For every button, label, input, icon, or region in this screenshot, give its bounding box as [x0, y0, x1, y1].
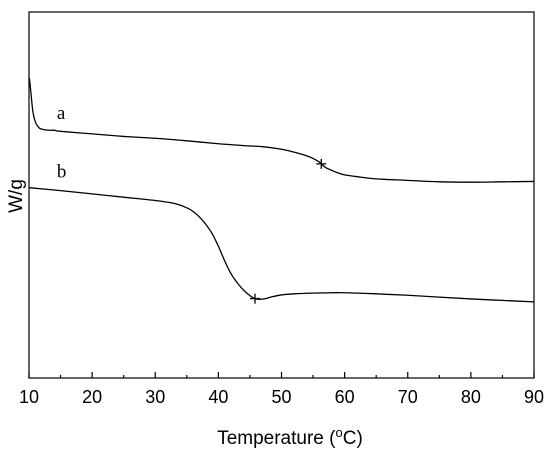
series-a-marker — [316, 158, 327, 169]
x-tick-label: 90 — [524, 387, 544, 407]
curves-layer — [28, 77, 535, 304]
x-tick-label: 80 — [461, 387, 481, 407]
series-b-label: b — [57, 161, 67, 182]
x-tick-label: 10 — [19, 387, 39, 407]
series-a-label: a — [57, 103, 66, 124]
x-axis-label-end: C) — [343, 428, 363, 449]
x-tick-label: 20 — [82, 387, 102, 407]
x-axis-label: Temperature (oC) — [217, 425, 363, 449]
x-tick-label: 70 — [398, 387, 418, 407]
curve-labels-layer: ab — [57, 103, 67, 182]
x-tick-label: 30 — [145, 387, 165, 407]
x-tick-label: 50 — [271, 387, 291, 407]
x-ticks-layer: 10 20 30 40 50 60 70 80 90 — [19, 372, 544, 407]
y-axis-label: W/g — [6, 179, 27, 213]
series-b-marker — [249, 293, 260, 304]
series-a-line — [28, 77, 535, 183]
x-tick-label: 40 — [208, 387, 228, 407]
series-b-line — [28, 187, 535, 303]
x-axis-label-main: Temperature ( — [217, 428, 336, 449]
x-axis-label-degree: o — [335, 425, 342, 440]
x-tick-label: 60 — [335, 387, 355, 407]
